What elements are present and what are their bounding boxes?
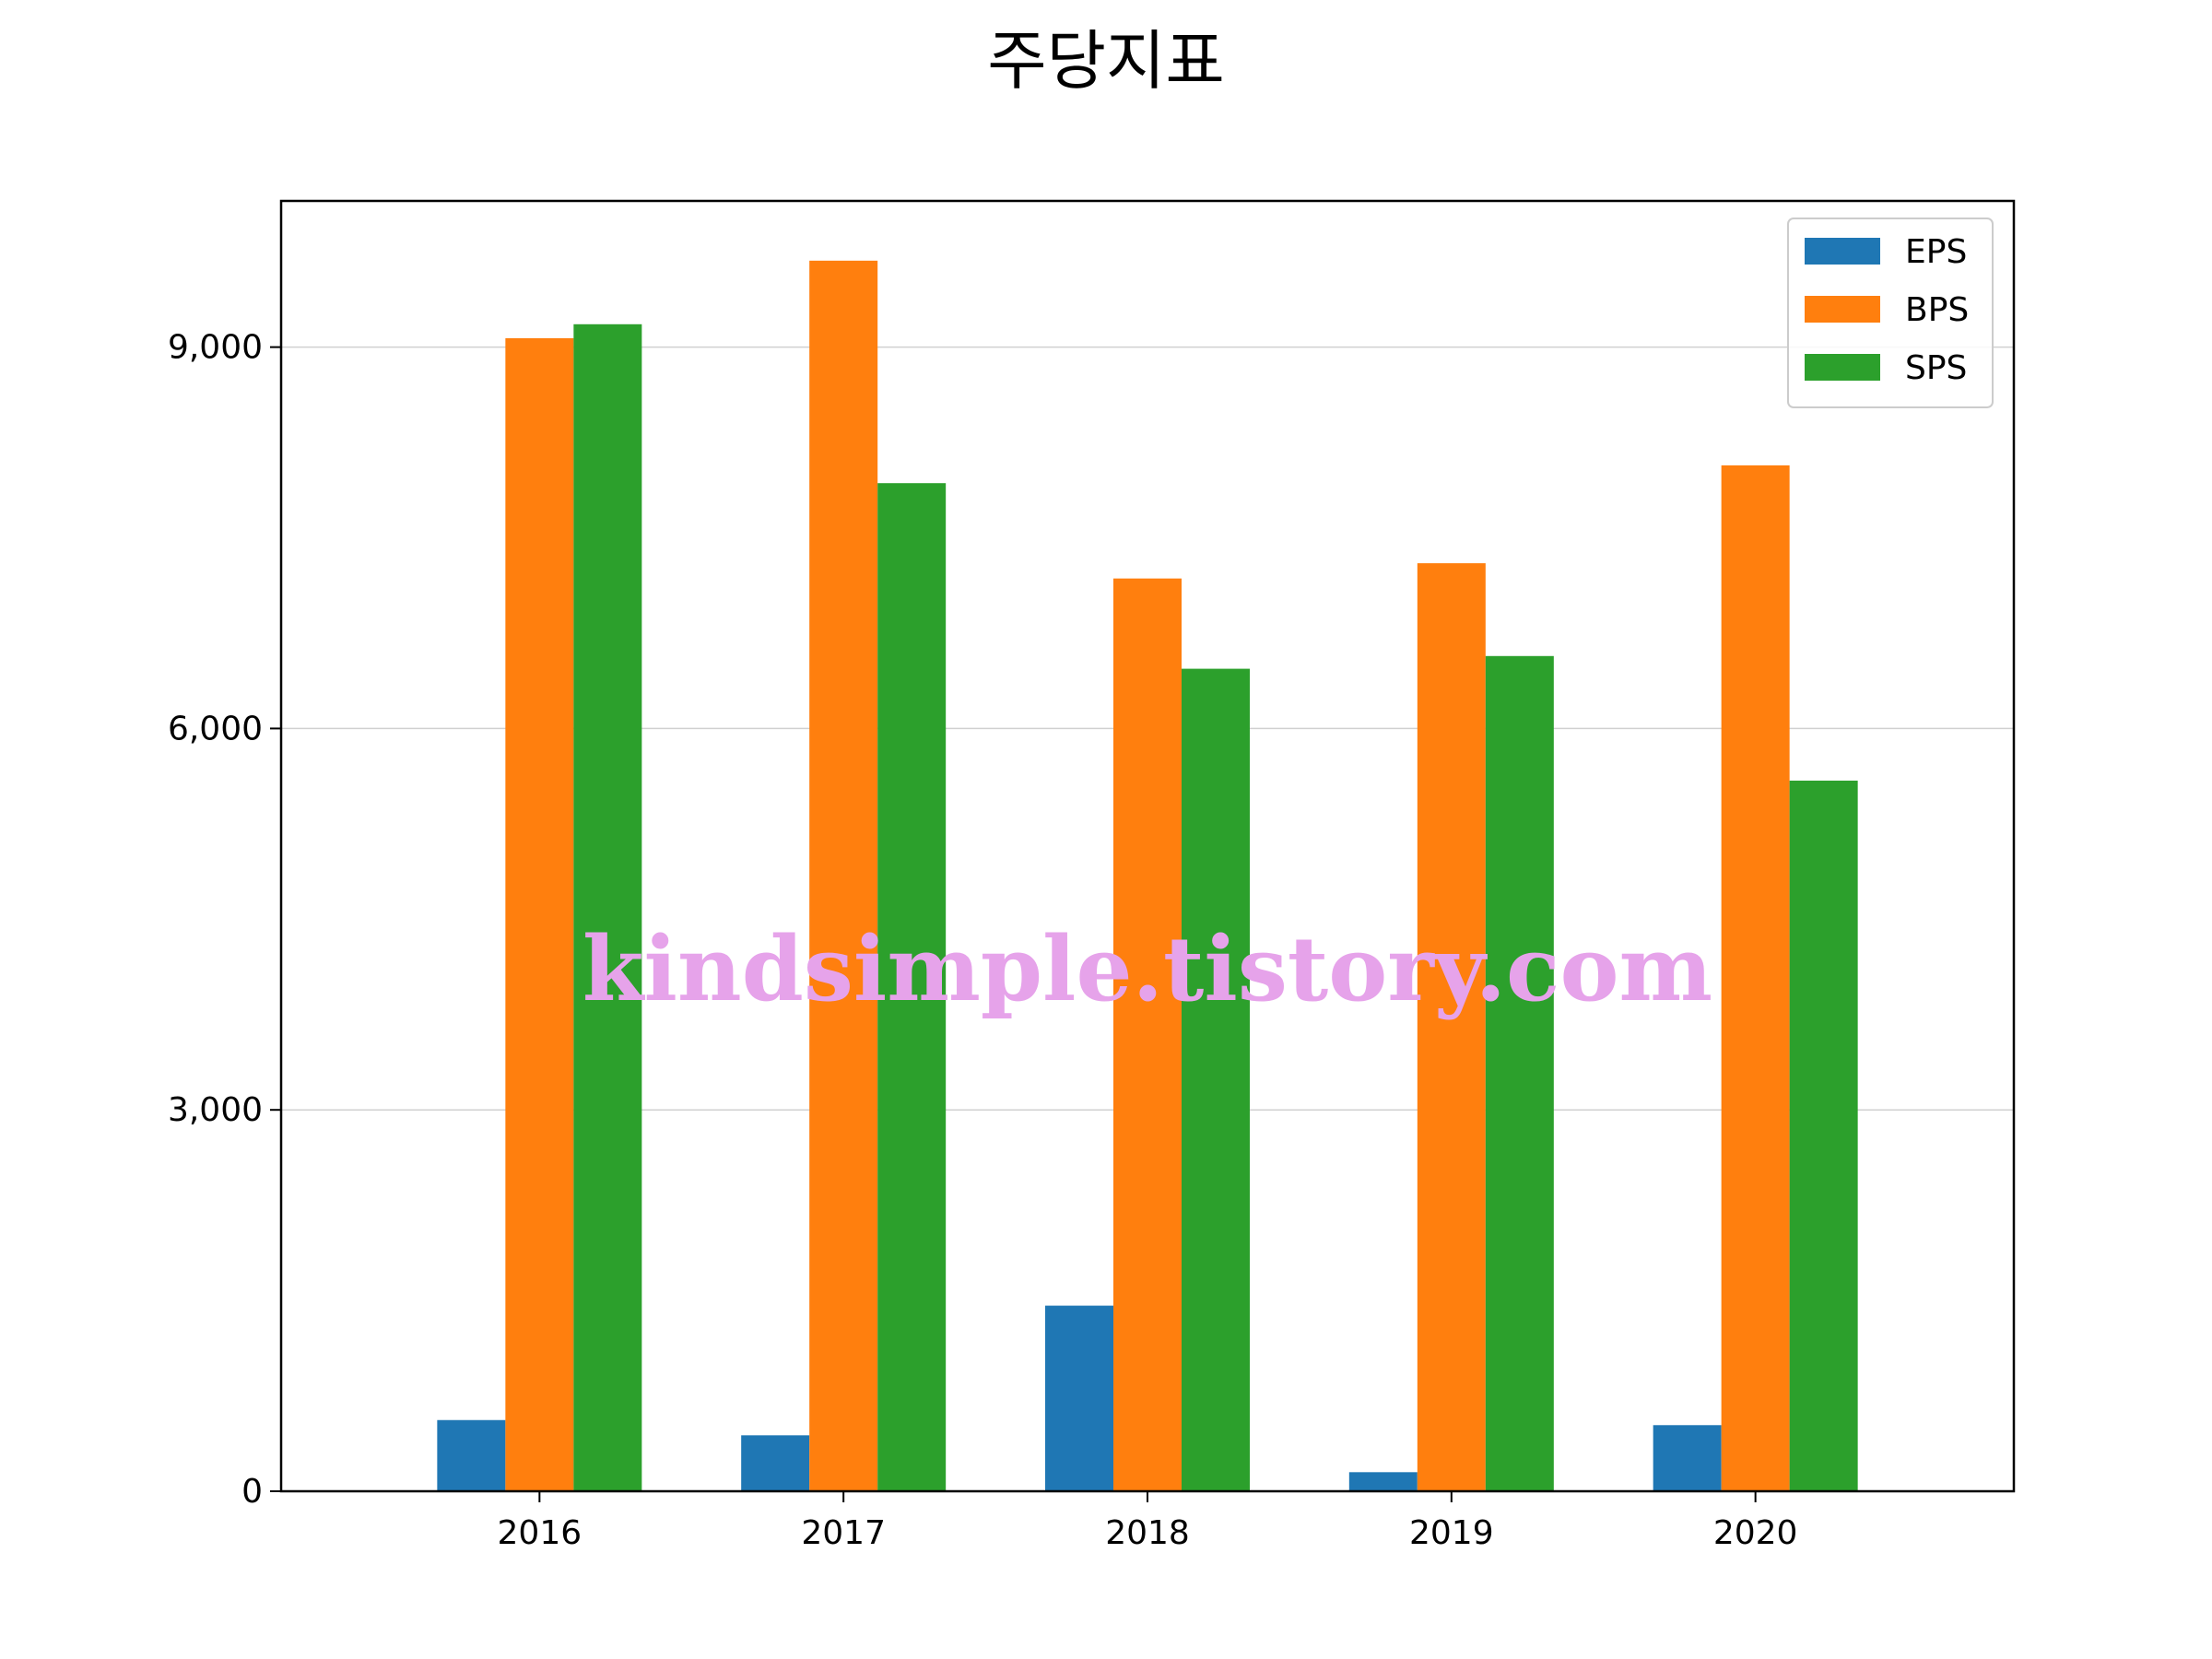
bar-eps-2019	[1348, 1472, 1418, 1491]
y-tick-label: 9,000	[168, 329, 263, 367]
bar-sps-2018	[1182, 668, 1250, 1491]
bar-eps-2016	[437, 1419, 506, 1491]
bar-eps-2020	[1653, 1425, 1722, 1491]
x-tick-label: 2020	[1713, 1514, 1798, 1552]
bar-eps-2018	[1045, 1305, 1113, 1491]
legend-label-bps: BPS	[1905, 291, 1969, 329]
bar-bps-2016	[505, 337, 574, 1491]
legend-swatch-sps	[1805, 354, 1880, 381]
bar-eps-2017	[741, 1435, 810, 1491]
bar-sps-2019	[1485, 655, 1554, 1491]
y-tick-label: 3,000	[168, 1091, 263, 1129]
bar-bps-2020	[1721, 465, 1790, 1492]
legend-swatch-bps	[1805, 296, 1880, 323]
bar-bps-2019	[1417, 563, 1486, 1491]
chart-title: 주당지표	[987, 23, 1225, 99]
x-tick-label: 2018	[1105, 1514, 1190, 1552]
bar-sps-2016	[573, 324, 642, 1491]
x-tick-label: 2017	[801, 1514, 886, 1552]
x-tick-label: 2016	[498, 1514, 582, 1552]
y-tick-label: 0	[241, 1473, 263, 1511]
watermark: kindsimple.tistory.com	[582, 917, 1712, 1021]
legend-label-sps: SPS	[1905, 349, 1967, 387]
bar-bps-2017	[809, 260, 878, 1491]
legend-swatch-eps	[1805, 238, 1880, 265]
legend: EPS BPS SPS	[1787, 218, 1994, 408]
legend-label-eps: EPS	[1905, 233, 1967, 271]
bar-sps-2020	[1789, 780, 1858, 1491]
bars	[437, 260, 1858, 1492]
plot-area-frame	[279, 199, 2016, 1493]
y-tick-label: 6,000	[168, 710, 263, 747]
x-tick-label: 2019	[1409, 1514, 1494, 1552]
bar-bps-2018	[1113, 578, 1182, 1491]
x-axis-ticks: 2016 2017 2018 2019 2020	[498, 1491, 1798, 1552]
y-axis-ticks: 0 3,000 6,000 9,000	[168, 329, 281, 1511]
bar-sps-2017	[877, 483, 947, 1491]
